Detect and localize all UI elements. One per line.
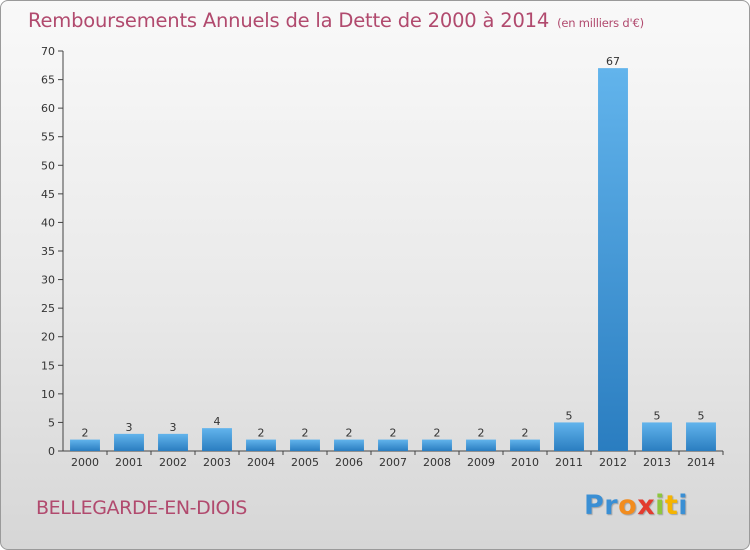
value-label-2006: 2	[346, 427, 353, 440]
chart-title: Remboursements Annuels de la Dette de 20…	[28, 9, 644, 32]
logo-letter: t	[664, 490, 679, 521]
value-label-2012: 67	[606, 55, 620, 68]
value-label-2002: 3	[170, 421, 177, 434]
bar-2010	[510, 439, 540, 451]
value-label-2005: 2	[302, 427, 309, 440]
x-tick-label: 2004	[247, 456, 275, 469]
logo-letter: o	[618, 490, 638, 521]
x-tick-label: 2012	[599, 456, 627, 469]
bar-2014	[686, 422, 716, 451]
bar-2005	[290, 439, 320, 451]
y-tick-label: 5	[48, 416, 55, 429]
chart-title-text: Remboursements Annuels de la Dette de 20…	[28, 9, 550, 32]
logo-letter: x	[637, 490, 656, 521]
bars: 2 3 3 4 2 2 2 2 2 2 2 5 67 5 5	[70, 55, 716, 452]
x-tick-label: 2006	[335, 456, 363, 469]
y-tick-label: 20	[41, 331, 55, 344]
bar-2013	[642, 422, 672, 451]
town-name: BELLEGARDE-EN-DIOIS	[36, 497, 247, 519]
bar-2011	[554, 422, 584, 451]
bar-2001	[114, 433, 144, 451]
bar-2002	[158, 433, 188, 451]
y-tick-label: 70	[41, 45, 55, 58]
bar-2004	[246, 439, 276, 451]
y-tick-label: 40	[41, 216, 55, 229]
value-label-2014: 5	[698, 409, 705, 422]
x-tick-label: 2010	[511, 456, 539, 469]
x-tick-label: 2003	[203, 456, 231, 469]
bar-2009	[466, 439, 496, 451]
bar-2006	[334, 439, 364, 451]
logo-letter: r	[604, 490, 619, 521]
bar-2008	[422, 439, 452, 451]
logo-letter: i	[655, 490, 665, 521]
value-label-2013: 5	[654, 409, 661, 422]
y-tick-label: 0	[48, 445, 55, 458]
bar-2007	[378, 439, 408, 451]
y-tick-label: 55	[41, 131, 55, 144]
value-label-2004: 2	[258, 427, 265, 440]
x-tick-label: 2013	[643, 456, 671, 469]
x-tick-label: 2000	[71, 456, 99, 469]
bar-2000	[70, 439, 100, 451]
y-tick-label: 30	[41, 274, 55, 287]
logo-letter: i	[678, 490, 689, 521]
value-label-2010: 2	[522, 427, 529, 440]
value-label-2007: 2	[390, 427, 397, 440]
x-tick-label: 2002	[159, 456, 187, 469]
x-tick-label: 2001	[115, 456, 143, 469]
value-label-2001: 3	[126, 421, 133, 434]
x-tick-label: 2014	[687, 456, 715, 469]
value-label-2009: 2	[478, 427, 485, 440]
y-tick-label: 15	[41, 359, 55, 372]
y-tick-label: 65	[41, 74, 55, 87]
y-tick-label: 50	[41, 159, 55, 172]
value-label-2003: 4	[214, 415, 221, 428]
y-tick-label: 10	[41, 388, 55, 401]
bar-2003	[202, 428, 232, 451]
value-label-2000: 2	[82, 427, 89, 440]
x-tick-label: 2009	[467, 456, 495, 469]
x-tick-label: 2007	[379, 456, 407, 469]
x-tick-label: 2005	[291, 456, 319, 469]
bar-2012	[598, 68, 628, 452]
x-tick-label: 2011	[555, 456, 583, 469]
proxiti-logo[interactable]: Proxiti	[584, 490, 688, 521]
value-label-2008: 2	[434, 427, 441, 440]
logo-letter: P	[584, 490, 605, 521]
x-tick-label: 2008	[423, 456, 451, 469]
y-tick-label: 35	[41, 245, 55, 258]
y-tick-label: 60	[41, 102, 55, 115]
y-tick-label: 25	[41, 302, 55, 315]
y-tick-label: 45	[41, 188, 55, 201]
value-label-2011: 5	[566, 409, 573, 422]
chart-unit: (en milliers d'€)	[557, 16, 644, 30]
